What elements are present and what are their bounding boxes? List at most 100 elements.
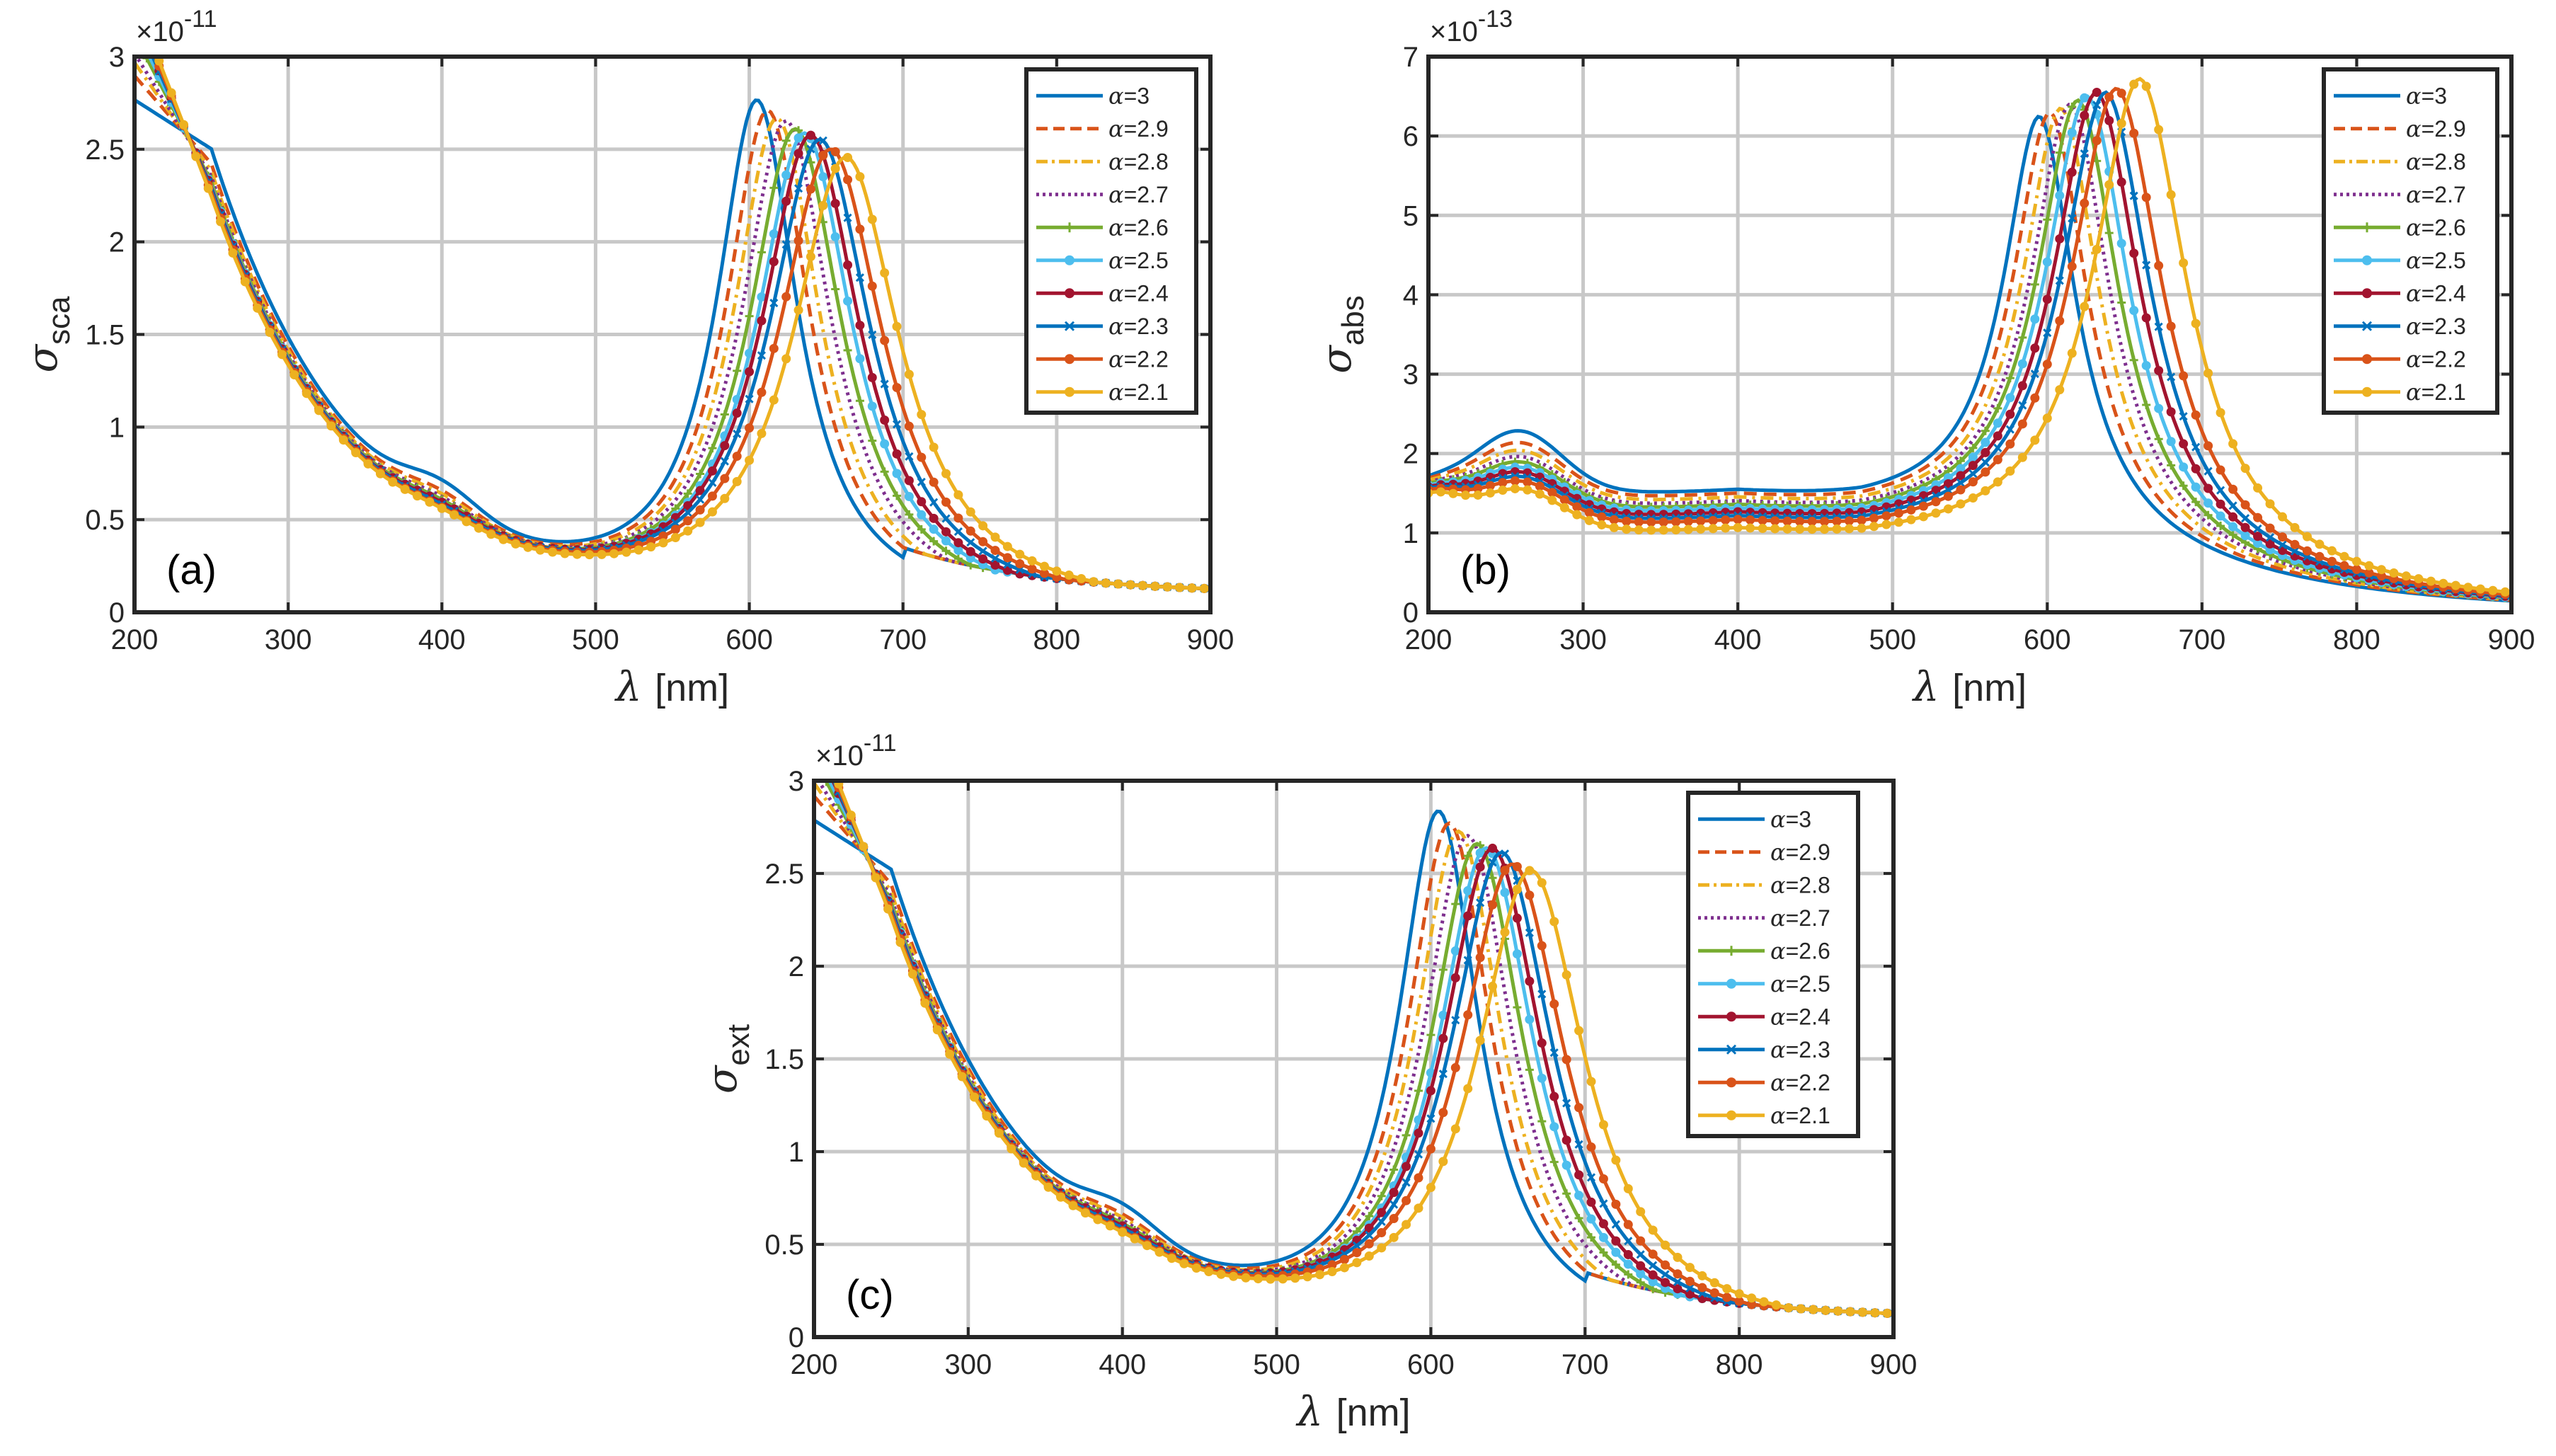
series-marker-4: [2203, 510, 2213, 520]
series-marker-6: [2067, 167, 2077, 177]
series-marker-7: [2191, 442, 2201, 452]
legend-marker-8: [1726, 1077, 1736, 1088]
series-marker-9: [855, 172, 865, 182]
series-marker-5: [1968, 452, 1978, 462]
series-marker-9: [1784, 1303, 1794, 1313]
series-marker-4: [2142, 400, 2151, 409]
series-marker-9: [449, 510, 459, 520]
legend-box: [1024, 67, 1198, 415]
series-marker-5: [941, 536, 951, 546]
series-marker-8: [2315, 551, 2325, 561]
series-marker-9: [1646, 525, 1656, 535]
series-marker-6: [1537, 1038, 1547, 1048]
series-marker-5: [1623, 1259, 1633, 1269]
series-marker-9: [1043, 1182, 1053, 1192]
legend-entry-7: α=2.3: [2406, 313, 2466, 340]
series-marker-6: [855, 321, 865, 331]
series-marker-9: [994, 1128, 1004, 1138]
series-marker-7: [745, 394, 754, 403]
series-marker-9: [1956, 499, 1966, 509]
series-marker-8: [1820, 517, 1830, 527]
series-marker-7: [1414, 1150, 1423, 1159]
series-marker-9: [1696, 524, 1706, 534]
panel-label: (b): [1460, 547, 1511, 593]
series-marker-6: [2055, 234, 2065, 243]
series-marker-9: [1266, 1274, 1276, 1284]
legend-marker-6: [1726, 1011, 1736, 1022]
series-marker-9: [2055, 385, 2065, 395]
series-marker-8: [1002, 553, 1012, 563]
series-marker-9: [658, 538, 668, 548]
series-marker-4: [1402, 1130, 1411, 1140]
series-marker-9: [907, 969, 917, 979]
series-marker-8: [683, 516, 693, 526]
series-marker-6: [2154, 366, 2164, 376]
series-marker-7: [1402, 1178, 1411, 1187]
series-marker-7: [757, 351, 767, 360]
series-marker-9: [1015, 549, 1025, 559]
y-axis-label: σext: [698, 1024, 756, 1094]
series-marker-6: [1364, 1223, 1374, 1233]
series-marker-9: [2463, 583, 2473, 592]
series-marker-9: [1906, 515, 1916, 524]
panel-label: (c): [846, 1272, 894, 1318]
series-marker-6: [1561, 1135, 1571, 1145]
series-marker-9: [1327, 1267, 1337, 1277]
series-marker-9: [2179, 258, 2189, 268]
series-marker-9: [498, 534, 508, 544]
series-marker-4: [893, 491, 902, 500]
series-marker-8: [1389, 1214, 1399, 1224]
series-marker-4: [917, 524, 926, 534]
legend-entry-3: α=2.7: [2406, 181, 2466, 208]
series-marker-8: [1832, 516, 1842, 526]
series-marker-8: [1893, 508, 1903, 518]
series-marker-6: [953, 538, 963, 548]
series-marker-6: [2203, 483, 2213, 493]
series-marker-9: [572, 549, 582, 559]
series-marker-9: [1162, 582, 1172, 592]
series-marker-8: [1634, 517, 1644, 527]
series-marker-7: [2253, 524, 2262, 533]
series-marker-8: [2055, 316, 2065, 326]
series-marker-9: [1833, 1306, 1843, 1316]
series-marker-8: [1598, 1174, 1608, 1183]
x-tick-label: 500: [1869, 624, 1916, 655]
series-marker-9: [2154, 125, 2164, 134]
series-marker-4: [855, 396, 864, 406]
series-marker-5: [2228, 522, 2238, 532]
legend-marker-5: [2362, 255, 2372, 265]
legend-entry-2: α=2.8: [2406, 148, 2466, 175]
series-marker-7: [892, 420, 902, 429]
series-marker-4: [2055, 148, 2064, 157]
series-marker-9: [1857, 523, 1867, 533]
series-marker-7: [2030, 369, 2039, 379]
series-marker-9: [1609, 522, 1619, 532]
series-marker-4: [794, 126, 803, 135]
series-marker-4: [1636, 1278, 1645, 1287]
series-marker-9: [1572, 510, 1582, 520]
series-marker-4: [720, 410, 729, 419]
series-marker-9: [1869, 522, 1879, 532]
series-marker-9: [883, 904, 893, 914]
x-axis-label: λ [nm]: [614, 663, 729, 711]
series-marker-9: [1747, 1293, 1757, 1303]
legend-entry-3: α=2.7: [1108, 181, 1169, 208]
y-tick-label: 0: [789, 1322, 804, 1353]
legend-marker-4: [1065, 222, 1074, 233]
series-marker-6: [1475, 862, 1485, 872]
series-marker-4: [2104, 229, 2114, 238]
series-marker-9: [1537, 878, 1547, 888]
series-marker-8: [1658, 517, 1668, 527]
series-marker-5: [917, 510, 927, 520]
series-marker-5: [1598, 1232, 1608, 1242]
series-marker-9: [1191, 1263, 1201, 1273]
series-marker-9: [302, 389, 311, 399]
series-marker-4: [708, 444, 717, 453]
series-marker-6: [1574, 1170, 1584, 1180]
legend-entry-2: α=2.8: [1108, 148, 1169, 175]
series-marker-8: [1673, 1269, 1683, 1279]
legend-entry-4: α=2.6: [1108, 214, 1169, 241]
series-marker-9: [1598, 1120, 1608, 1130]
series-marker-8: [2104, 92, 2114, 102]
series-marker-7: [818, 136, 827, 145]
